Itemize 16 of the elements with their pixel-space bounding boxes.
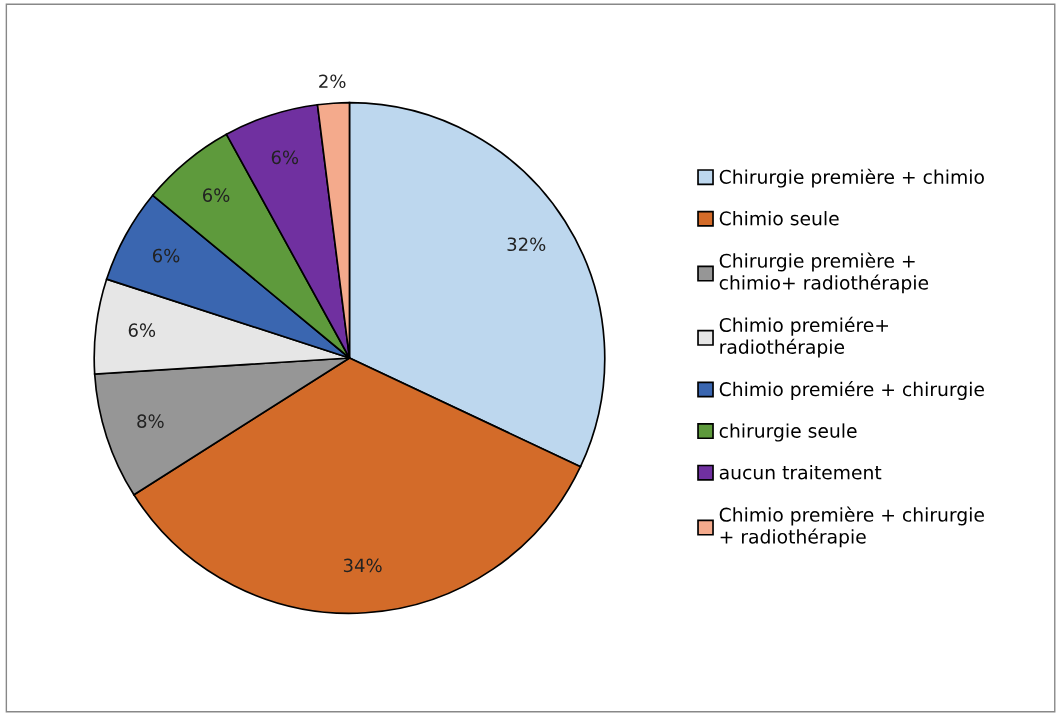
data-label: 6% — [152, 248, 180, 263]
data-label: 6% — [271, 150, 299, 165]
data-label: 2% — [319, 74, 346, 89]
data-label: 32% — [507, 237, 546, 252]
legend-label: Chimio première + chirurgie + radiothérapie — [719, 506, 984, 548]
legend-label: Chirurgie première + chimio+ radiothérapie — [719, 252, 929, 294]
legend-label: Chimio seule — [719, 211, 839, 226]
legend-label: aucun traitement — [719, 464, 882, 480]
legend-label: chirurgie seule — [719, 423, 857, 442]
legend-label: Chimio premiére + chirurgie — [719, 381, 984, 400]
data-label: 6% — [202, 188, 230, 202]
data-label: 6% — [128, 323, 156, 337]
data-label: 34% — [343, 558, 382, 573]
data-label: 8% — [137, 414, 164, 428]
legend-label: Chimio premiére+ radiothérapie — [719, 316, 889, 358]
legend-label: Chirurgie première + chimio — [719, 168, 984, 188]
